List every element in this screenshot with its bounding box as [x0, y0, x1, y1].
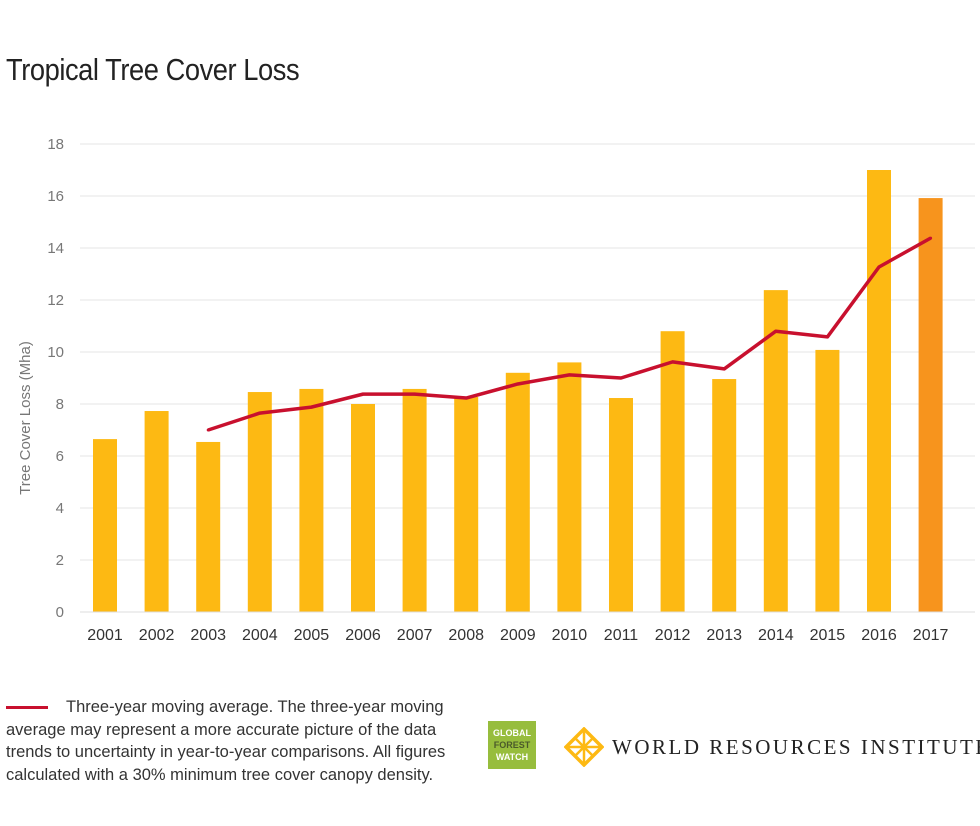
moving-average-point-2010 — [567, 373, 571, 377]
moving-average-point-2016 — [877, 265, 881, 269]
moving-average-point-2003 — [206, 428, 210, 432]
bar-2016 — [867, 170, 891, 612]
x-tick-label: 2016 — [861, 627, 897, 644]
bar-2012 — [660, 331, 685, 612]
moving-average-point-2005 — [309, 405, 313, 409]
y-tick-label: 8 — [56, 396, 64, 413]
legend: Three-year moving average. The three-yea… — [6, 696, 456, 786]
moving-average-point-2006 — [361, 392, 365, 396]
bar-2014 — [763, 290, 788, 612]
x-tick-label: 2008 — [448, 627, 484, 644]
y-tick-label: 6 — [56, 448, 64, 465]
bar-2003 — [196, 441, 221, 612]
bar-2004 — [247, 392, 272, 612]
moving-average-point-2012 — [671, 360, 675, 364]
x-tick-label: 2006 — [345, 627, 381, 644]
y-tick-label: 14 — [47, 240, 64, 257]
y-tick-label: 16 — [47, 188, 64, 205]
bar-2009 — [505, 372, 530, 612]
bar-2015 — [815, 349, 840, 612]
moving-average-point-2009 — [516, 382, 520, 386]
x-tick-label: 2001 — [87, 627, 123, 644]
moving-average-point-2014 — [774, 329, 778, 333]
gfw-logo-text: WATCH — [495, 752, 529, 762]
bar-2002 — [144, 411, 169, 612]
bar-2007 — [402, 388, 427, 612]
moving-average-point-2015 — [825, 335, 829, 339]
x-tick-label: 2011 — [604, 627, 639, 644]
global-forest-watch-logo: GLOBAL FOREST WATCH — [488, 721, 536, 769]
bar-2008 — [454, 396, 479, 612]
x-tick-label: 2013 — [706, 627, 742, 644]
x-tick-label: 2017 — [913, 627, 949, 644]
x-tick-label: 2012 — [655, 627, 691, 644]
x-tick-label: 2005 — [294, 627, 330, 644]
bar-2010 — [557, 362, 582, 612]
x-tick-label: 2010 — [552, 627, 588, 644]
legend-line-swatch — [6, 706, 48, 710]
moving-average-point-2007 — [413, 392, 417, 396]
x-tick-label: 2007 — [397, 627, 433, 644]
x-tick-label: 2003 — [190, 627, 226, 644]
moving-average-point-2017 — [929, 236, 933, 240]
y-tick-label: 2 — [56, 552, 64, 569]
bar-2005 — [299, 388, 324, 612]
x-tick-label: 2014 — [758, 627, 794, 644]
moving-average-point-2008 — [464, 396, 468, 400]
y-axis-label: Tree Cover Loss (Mha) — [17, 341, 34, 495]
x-tick-label: 2015 — [810, 627, 846, 644]
bar-2013 — [712, 379, 737, 612]
x-tick-label: 2002 — [139, 627, 175, 644]
y-tick-label: 4 — [56, 500, 64, 517]
gfw-logo-text: GLOBAL — [493, 728, 531, 738]
legend-text: Three-year moving average. The three-yea… — [6, 698, 446, 784]
y-tick-label: 18 — [47, 136, 64, 153]
y-tick-label: 10 — [47, 344, 64, 361]
bar-2011 — [609, 398, 633, 612]
moving-average-point-2013 — [722, 367, 726, 371]
chart-title: Tropical Tree Cover Loss — [6, 52, 300, 87]
y-tick-label: 0 — [56, 604, 64, 621]
x-tick-label: 2009 — [500, 627, 536, 644]
wri-logo-text: WORLD RESOURCES INSTITUTE — [612, 735, 980, 759]
bar-2006 — [351, 404, 375, 612]
bar-2017 — [918, 198, 943, 612]
x-tick-label: 2004 — [242, 627, 278, 644]
y-tick-label: 12 — [47, 292, 64, 309]
gfw-logo-text: FOREST — [493, 740, 531, 750]
moving-average-point-2004 — [258, 411, 262, 415]
bar-chart: 0 2 4 6 8 10 12 14 16 18 Tree Cover Loss (Mha) 2001… — [17, 136, 975, 644]
bar-2001 — [93, 439, 117, 612]
moving-average-point-2011 — [619, 376, 623, 380]
wri-logo-icon — [564, 727, 604, 767]
